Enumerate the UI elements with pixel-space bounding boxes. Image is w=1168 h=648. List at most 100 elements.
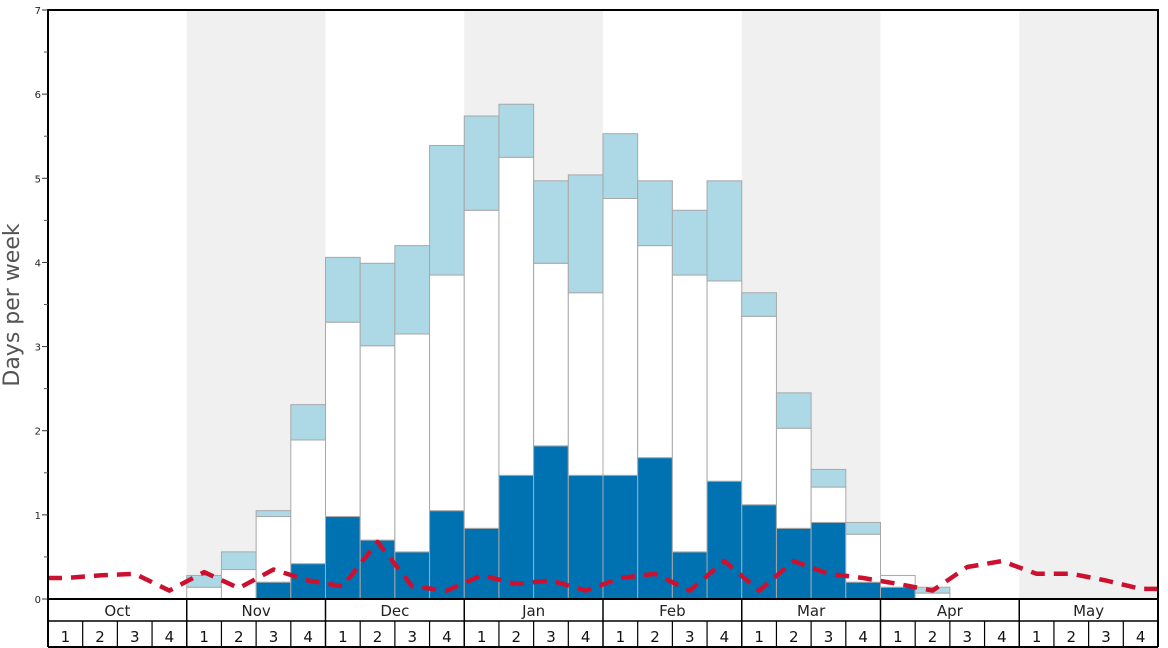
y-axis-title: Days per week	[0, 223, 25, 386]
week-label: 2	[95, 628, 105, 646]
bar-segment	[637, 180, 673, 247]
bar-segment	[845, 533, 881, 583]
bar-segment	[810, 468, 847, 488]
y-tick-label: 6	[35, 90, 41, 101]
month-label: Feb	[659, 602, 686, 620]
bar-segment	[533, 262, 569, 447]
week-label: 4	[581, 628, 591, 646]
bar-segment	[463, 209, 500, 529]
bar-segment	[880, 574, 916, 588]
bar-segment	[463, 115, 500, 211]
bar-segment	[602, 133, 639, 199]
bar-segment	[498, 474, 535, 600]
bar-segment	[567, 174, 604, 294]
week-label: 3	[407, 628, 417, 646]
y-tick-label: 1	[35, 511, 41, 522]
bar-layer	[186, 103, 951, 600]
month-label: Nov	[241, 602, 270, 620]
bar-segment	[706, 180, 743, 282]
week-label: 2	[928, 628, 938, 646]
week-label: 3	[962, 628, 972, 646]
bar-segment	[810, 521, 847, 600]
bar-segment	[255, 510, 292, 518]
bar-segment	[220, 551, 257, 571]
bar-segment	[394, 333, 431, 553]
bar-segment	[567, 292, 604, 476]
week-label: 4	[303, 628, 313, 646]
bar-segment	[637, 245, 673, 459]
bar-segment	[498, 156, 535, 476]
bar-segment	[741, 292, 777, 317]
week-label: 3	[685, 628, 695, 646]
bar-segment	[359, 345, 396, 541]
bar-segment	[290, 404, 326, 441]
bar-segment	[845, 581, 881, 600]
bar-segment	[325, 321, 361, 518]
week-label: 1	[477, 628, 487, 646]
month-label: Dec	[380, 602, 409, 620]
series-line	[47, 539, 1159, 593]
bar-segment	[255, 581, 292, 600]
bar-segment	[880, 586, 916, 600]
bar-segment	[429, 144, 465, 276]
week-label: 2	[1067, 628, 1077, 646]
week-label: 4	[720, 628, 730, 646]
month-band	[1019, 10, 1158, 599]
bar-segment	[463, 527, 500, 600]
week-label: 2	[234, 628, 244, 646]
bar-segment	[775, 392, 812, 429]
bar-segment	[533, 445, 569, 600]
week-label: 2	[789, 628, 799, 646]
bar-segment	[325, 256, 361, 323]
bar-segment	[359, 539, 396, 600]
bar-segment	[810, 486, 847, 523]
week-label: 1	[1032, 628, 1042, 646]
x-axis-table: Oct 1 2 3 4 Nov 1 2 3 4 Dec 1 2 3 4 Jan 1 2 3 4 Feb 1 2 3 4 Mar 1 2…	[47, 599, 1159, 648]
week-label: 2	[373, 628, 383, 646]
bar-segment	[290, 439, 326, 565]
week-label: 2	[650, 628, 660, 646]
bar-segment	[671, 209, 708, 276]
bar-segment	[706, 280, 743, 482]
bar-segment	[567, 474, 604, 600]
bar-segment	[186, 586, 222, 600]
bar-segment	[602, 197, 639, 476]
bar-segment	[498, 103, 535, 158]
y-tick-label: 4	[35, 258, 41, 269]
bar-segment	[325, 516, 361, 600]
y-tick-label: 3	[35, 343, 41, 354]
week-label: 3	[1101, 628, 1111, 646]
week-label: 1	[616, 628, 626, 646]
bar-segment	[671, 274, 708, 553]
week-label: 1	[61, 628, 71, 646]
week-label: 1	[338, 628, 348, 646]
month-label: Mar	[797, 602, 826, 620]
line-layer	[47, 539, 1159, 593]
y-tick-label: 5	[35, 174, 41, 185]
month-label: May	[1073, 602, 1104, 620]
bar-segment	[741, 504, 777, 600]
week-label: 1	[199, 628, 209, 646]
bar-segment	[429, 510, 465, 600]
bar-segment	[845, 521, 881, 535]
bar-segment	[706, 480, 743, 600]
bar-segment	[533, 180, 569, 264]
week-label: 4	[165, 628, 175, 646]
bar-segment	[775, 427, 812, 529]
bar-segment	[359, 262, 396, 347]
y-tick-label: 7	[35, 6, 41, 17]
week-label: 4	[442, 628, 452, 646]
y-tick-label: 2	[35, 427, 41, 438]
week-label: 1	[754, 628, 764, 646]
bar-segment	[394, 551, 431, 600]
week-label: 4	[1136, 628, 1146, 646]
bar-segment	[394, 245, 431, 335]
month-label: Oct	[104, 602, 130, 620]
bar-segment	[429, 274, 465, 512]
week-label: 3	[824, 628, 834, 646]
month-label: Jan	[521, 602, 545, 620]
y-tick-label: 0	[35, 595, 41, 606]
week-label: 3	[546, 628, 556, 646]
